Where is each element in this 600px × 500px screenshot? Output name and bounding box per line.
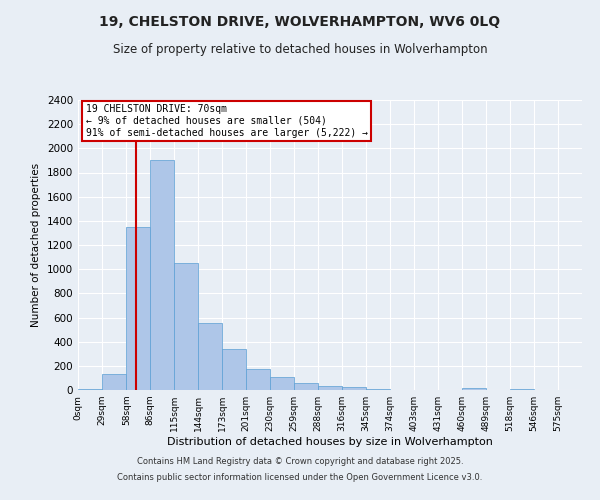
Text: Contains HM Land Registry data © Crown copyright and database right 2025.: Contains HM Land Registry data © Crown c… [137,458,463,466]
Bar [270,378,294,390]
Y-axis label: Number of detached properties: Number of detached properties [31,163,41,327]
Bar [198,323,223,390]
Bar [174,263,198,390]
X-axis label: Distribution of detached houses by size in Wolverhampton: Distribution of detached houses by size … [167,437,493,447]
Bar [127,227,150,390]
Bar [319,386,341,390]
Bar [294,383,319,390]
Bar [102,374,127,390]
Text: 19 CHELSTON DRIVE: 70sqm
← 9% of detached houses are smaller (504)
91% of semi-d: 19 CHELSTON DRIVE: 70sqm ← 9% of detache… [86,104,368,138]
Bar [341,388,366,390]
Bar [223,349,246,390]
Bar [462,388,486,390]
Bar [150,160,174,390]
Text: Size of property relative to detached houses in Wolverhampton: Size of property relative to detached ho… [113,42,487,56]
Text: 19, CHELSTON DRIVE, WOLVERHAMPTON, WV6 0LQ: 19, CHELSTON DRIVE, WOLVERHAMPTON, WV6 0… [100,15,500,29]
Bar [246,369,270,390]
Bar [78,389,102,390]
Text: Contains public sector information licensed under the Open Government Licence v3: Contains public sector information licen… [118,472,482,482]
